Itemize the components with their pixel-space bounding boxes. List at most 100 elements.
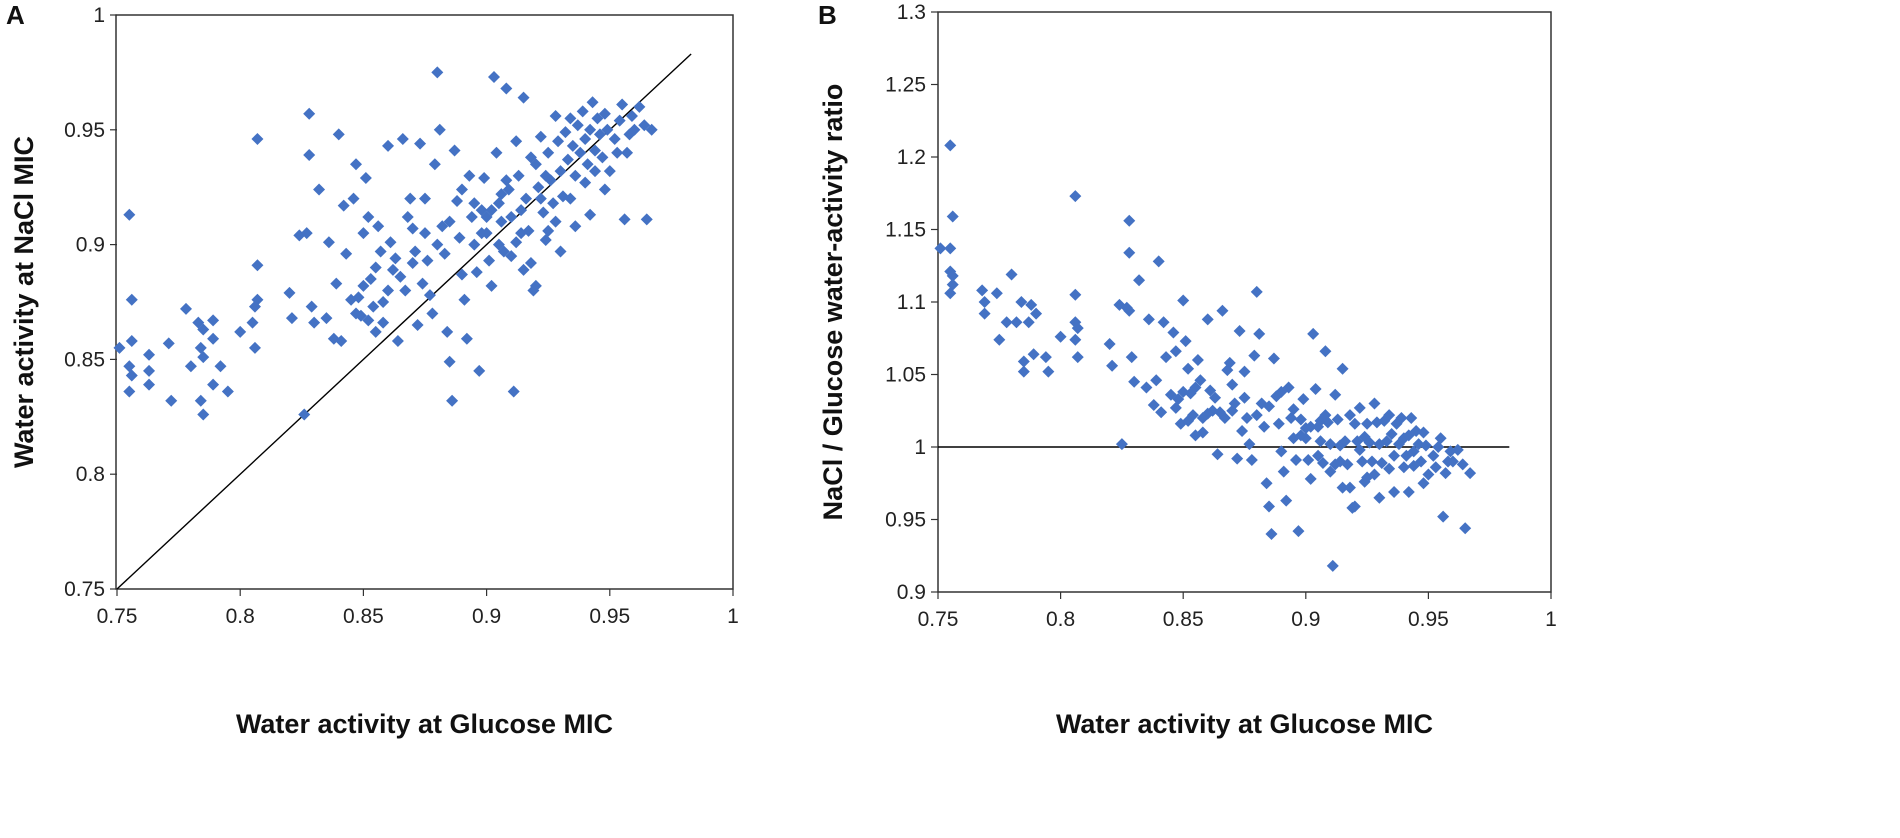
panel-b-y-tick-label: 1.15 — [885, 219, 926, 242]
panel-b-data-point — [1275, 445, 1288, 458]
panel-a-data-point — [483, 254, 496, 267]
panel-a-data-point — [428, 158, 441, 171]
panel-b-data-point — [1336, 481, 1349, 494]
panel-a-y-tick-label: 0.95 — [64, 119, 105, 142]
panel-a-data-point — [515, 227, 528, 240]
panel-a-data-point — [423, 289, 436, 302]
panel-a-data-point — [561, 153, 574, 166]
panel-a-data-point — [303, 107, 316, 120]
panel-a-data-point — [330, 277, 343, 290]
panel-a-data-point — [416, 277, 429, 290]
panel-b-data-point — [1010, 316, 1023, 329]
panel-a-data-point — [357, 227, 370, 240]
panel-a-data-point — [367, 300, 380, 313]
panel-a-data-point — [305, 300, 318, 313]
panel-a-data-point — [579, 176, 592, 189]
panel-a-data-point — [458, 293, 471, 306]
panel-b-data-point — [1191, 354, 1204, 366]
panel-a-data-point — [645, 123, 658, 136]
panel-a-data-point — [613, 114, 626, 127]
panel-a-data-point — [596, 151, 609, 164]
panel-a-data-point — [460, 332, 473, 345]
panel-a-data-point — [362, 211, 375, 224]
panel-a-data-point — [207, 314, 220, 327]
panel-a-data-point — [350, 307, 363, 320]
panel-a-data-point — [589, 144, 602, 157]
panel-b-data-point — [1253, 327, 1266, 340]
panel-a-data-point — [574, 146, 587, 159]
panel-b-data-point — [1223, 356, 1236, 369]
panel-b-data-point — [1167, 326, 1180, 339]
panel-a-data-point — [350, 158, 363, 171]
panel-a-data-point — [564, 112, 577, 125]
panel-a-data-point — [197, 351, 210, 364]
panel-a-data-point — [490, 146, 503, 159]
panel-a-data-point — [492, 197, 505, 210]
panel-b-x-tick-label: 0.85 — [1163, 608, 1204, 631]
panel-a-data-point — [608, 132, 621, 145]
panel-b-data-point — [1383, 409, 1396, 422]
panel-b-data-point — [1334, 455, 1347, 468]
panel-b-data-point — [944, 287, 957, 300]
panel-b-data-point — [1373, 491, 1386, 504]
panel-b-chart: B 0.75 0.8 0.85 0.9 0.95 1 0.9 0.95 1 1.05 1.1 1.15… — [818, 0, 1557, 739]
panel-a-data-point — [438, 247, 451, 260]
panel-a-data-point — [532, 181, 545, 194]
panel-b-data-point — [1358, 430, 1371, 443]
panel-b-data-point — [1302, 454, 1315, 467]
panel-b-y-axis-title: NaCl / Glucose water-activity ratio — [818, 84, 848, 521]
panel-a-data-point — [581, 158, 594, 171]
panel-b-data-point — [1250, 409, 1263, 422]
panel-a-data-point — [162, 337, 175, 350]
panel-b-data-point — [1069, 288, 1082, 301]
panel-a-data-point — [554, 245, 567, 258]
panel-b-data-point — [1380, 435, 1393, 448]
panel-a-data-point — [382, 139, 395, 152]
panel-b-data-point — [1238, 391, 1251, 404]
panel-a-data-point — [414, 137, 427, 150]
panel-b-data-point — [1277, 465, 1290, 478]
panel-b-data-point — [1383, 462, 1396, 475]
panel-b-data-point — [1000, 316, 1013, 329]
panel-a-data-point — [598, 183, 611, 196]
panel-a-data-point — [421, 254, 434, 267]
panel-b-y-tick-label: 1.1 — [897, 291, 926, 314]
panel-a-data-point — [510, 236, 523, 249]
panel-a-data-point — [313, 183, 326, 196]
panel-a-data-point — [404, 192, 417, 205]
panel-b-data-point — [1265, 528, 1278, 540]
panel-b-data-point — [1456, 458, 1469, 471]
panel-b-data-point — [1368, 468, 1381, 481]
panel-a-data-point — [322, 236, 335, 249]
panel-a-data-point — [251, 132, 264, 145]
panel-a-data-point — [384, 236, 397, 249]
panel-a-x-tick-label: 0.9 — [472, 605, 501, 628]
panel-b-data-point — [1419, 439, 1432, 452]
panel-a-data-point — [451, 194, 464, 207]
panel-b-data-point — [1434, 432, 1447, 445]
panel-a-data-point — [207, 378, 220, 391]
panel-b-data-point — [1160, 351, 1173, 364]
panel-b-data-point — [1272, 417, 1285, 430]
panel-b-x-tick-label: 1 — [1545, 608, 1557, 631]
panel-b-data-point — [1236, 425, 1249, 438]
panel-a-data-point — [123, 385, 136, 398]
panel-a-data-point — [475, 227, 488, 240]
panel-a-plot-frame — [115, 14, 734, 590]
panel-a-data-point — [505, 250, 518, 263]
panel-b-data-point — [1017, 365, 1030, 378]
panel-b-data-point — [1348, 500, 1361, 513]
panel-b-data-point — [1025, 298, 1038, 311]
panel-b-data-point — [1331, 413, 1344, 426]
panel-a-data-point — [625, 110, 638, 123]
panel-a-data-point — [598, 107, 611, 120]
panel-b-data-point — [1042, 365, 1055, 378]
panel-b-data-point — [1294, 429, 1307, 442]
panel-b-data-point — [1071, 351, 1084, 364]
panel-a-data-point — [332, 128, 345, 141]
panel-a-data-point — [566, 139, 579, 152]
panel-a-data-point — [419, 227, 431, 240]
panel-a-data-point — [374, 245, 387, 258]
panel-a-data-point — [308, 316, 321, 329]
panel-a-data-point — [113, 341, 126, 354]
